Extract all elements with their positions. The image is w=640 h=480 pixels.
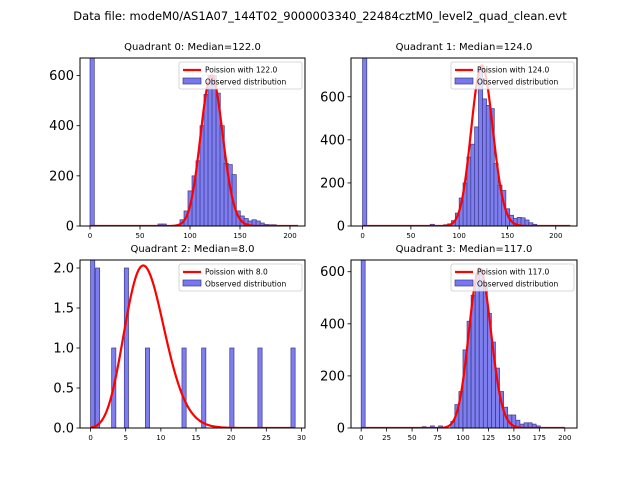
y-tick-label: 0 — [337, 220, 345, 235]
x-tick-label: 150 — [507, 434, 520, 442]
x-tick-label: 20 — [227, 434, 236, 442]
legend-observed-label: Observed distribution — [205, 78, 286, 87]
x-tick-label: 50 — [406, 232, 415, 240]
histogram-bar — [95, 267, 101, 428]
y-tick-label: 600 — [320, 90, 345, 105]
y-tick-label: 0.0 — [53, 422, 74, 437]
legend-poisson-label: Poission with 124.0 — [477, 66, 550, 75]
plot-area — [90, 260, 296, 428]
x-tick-label: 200 — [283, 232, 296, 240]
subplot-title: Quadrant 3: Median=117.0 — [396, 244, 533, 255]
y-tick-label: 400 — [49, 119, 74, 134]
legend-poisson-label: Poission with 117.0 — [477, 268, 550, 277]
x-tick-label: 0 — [360, 232, 364, 240]
axes-frame — [350, 57, 578, 227]
y-tick-label: 0 — [337, 422, 345, 437]
axes-frame — [79, 57, 306, 227]
x-tick-label: 100 — [456, 434, 469, 442]
histogram-bar — [257, 347, 263, 428]
y-tick-label: 0.5 — [53, 382, 74, 397]
histogram-bar — [360, 260, 366, 428]
x-tick-label: 25 — [262, 434, 271, 442]
y-tick-label: 400 — [320, 133, 345, 148]
y-tick-label: 200 — [49, 169, 74, 184]
subplot-title: Quadrant 2: Median=8.0 — [131, 244, 255, 255]
legend-box — [450, 263, 575, 292]
legend-observed-label: Observed distribution — [477, 280, 558, 289]
x-tick-label: 150 — [233, 232, 246, 240]
subplot-quadrant-1: 0 50 100 150 200 0 200 400 600 Quadrant 1: Median… — [320, 42, 578, 240]
x-tick-label: 30 — [297, 434, 306, 442]
x-tick-label: 15 — [192, 434, 201, 442]
histogram-bar — [89, 58, 95, 226]
legend-observed-label: Observed distribution — [477, 78, 558, 87]
x-tick-label: 175 — [533, 434, 546, 442]
legend-box — [178, 263, 303, 292]
y-tick-label: 1.0 — [53, 342, 74, 357]
legend: Poission with 117.0 Observed distribution — [450, 263, 575, 292]
subplot-quadrant-3: 0 25 50 75 100 125 150 175 200 0 200 400 600 Quadrant… — [320, 244, 578, 442]
poisson-curve — [90, 264, 295, 428]
y-tick-label: 200 — [320, 369, 345, 384]
subplot-title: Quadrant 1: Median=124.0 — [396, 42, 533, 53]
legend: Poission with 124.0 Observed distribution — [450, 61, 575, 90]
subplot-quadrant-2: 0 5 10 15 20 25 30 0.0 0.5 1.0 1.5 2.0 Quadrant 2: M… — [53, 244, 306, 442]
legend-box — [178, 61, 303, 90]
legend: Poission with 122.0 Observed distribution — [178, 61, 303, 90]
poisson-curve — [362, 64, 571, 226]
subplot-title: Quadrant 0: Median=122.0 — [124, 42, 261, 53]
x-tick-label: 0 — [359, 434, 363, 442]
plot-area — [89, 58, 298, 226]
histogram-bar — [362, 58, 368, 226]
x-tick-label: 200 — [549, 232, 562, 240]
histogram-bar — [482, 284, 488, 428]
legend: Poission with 8.0 Observed distribution — [178, 263, 303, 292]
x-tick-label: 10 — [156, 434, 165, 442]
legend-poisson-label: Poission with 122.0 — [205, 66, 278, 75]
axes-frame — [79, 259, 306, 429]
histogram-bar — [145, 347, 150, 428]
legend-observed-swatch — [454, 77, 474, 85]
x-tick-label: 50 — [136, 232, 145, 240]
y-tick-label: 400 — [320, 317, 345, 332]
x-tick-label: 0 — [88, 434, 92, 442]
plot-area — [362, 58, 571, 226]
legend-observed-swatch — [182, 279, 202, 287]
y-tick-label: 200 — [320, 176, 345, 191]
x-tick-label: 150 — [501, 232, 514, 240]
y-tick-label: 600 — [320, 265, 345, 280]
x-tick-label: 5 — [123, 434, 127, 442]
subplot-quadrant-0: 0 50 100 150 200 0 200 400 600 Quadrant 0: Median… — [49, 42, 306, 240]
axes-frame — [350, 259, 578, 429]
x-tick-label: 25 — [382, 434, 391, 442]
histogram-bar — [229, 347, 235, 428]
x-tick-label: 200 — [558, 434, 571, 442]
histogram-bar — [478, 268, 484, 428]
figure-title: Data file: modeM0/AS1A07_144T02_90000033… — [73, 9, 567, 23]
histogram-bar — [90, 260, 96, 428]
legend-box — [450, 61, 575, 90]
histogram-bar — [123, 267, 129, 428]
legend-observed-label: Observed distribution — [205, 280, 286, 289]
x-tick-label: 100 — [183, 232, 196, 240]
histogram-bar — [201, 347, 207, 428]
histogram-bar — [290, 347, 296, 428]
histogram-bar — [181, 347, 187, 428]
legend-observed-swatch — [454, 279, 474, 287]
legend-observed-swatch — [182, 77, 202, 85]
x-tick-label: 0 — [88, 232, 92, 240]
y-tick-label: 0 — [66, 220, 74, 235]
legend-poisson-label: Poission with 8.0 — [205, 268, 268, 277]
histogram-bar — [474, 273, 480, 428]
x-tick-label: 100 — [452, 232, 465, 240]
x-tick-label: 75 — [433, 434, 442, 442]
y-tick-label: 600 — [49, 69, 74, 84]
x-tick-label: 50 — [408, 434, 417, 442]
y-tick-label: 2.0 — [53, 262, 74, 277]
x-tick-label: 125 — [482, 434, 495, 442]
y-tick-label: 1.5 — [53, 302, 74, 317]
